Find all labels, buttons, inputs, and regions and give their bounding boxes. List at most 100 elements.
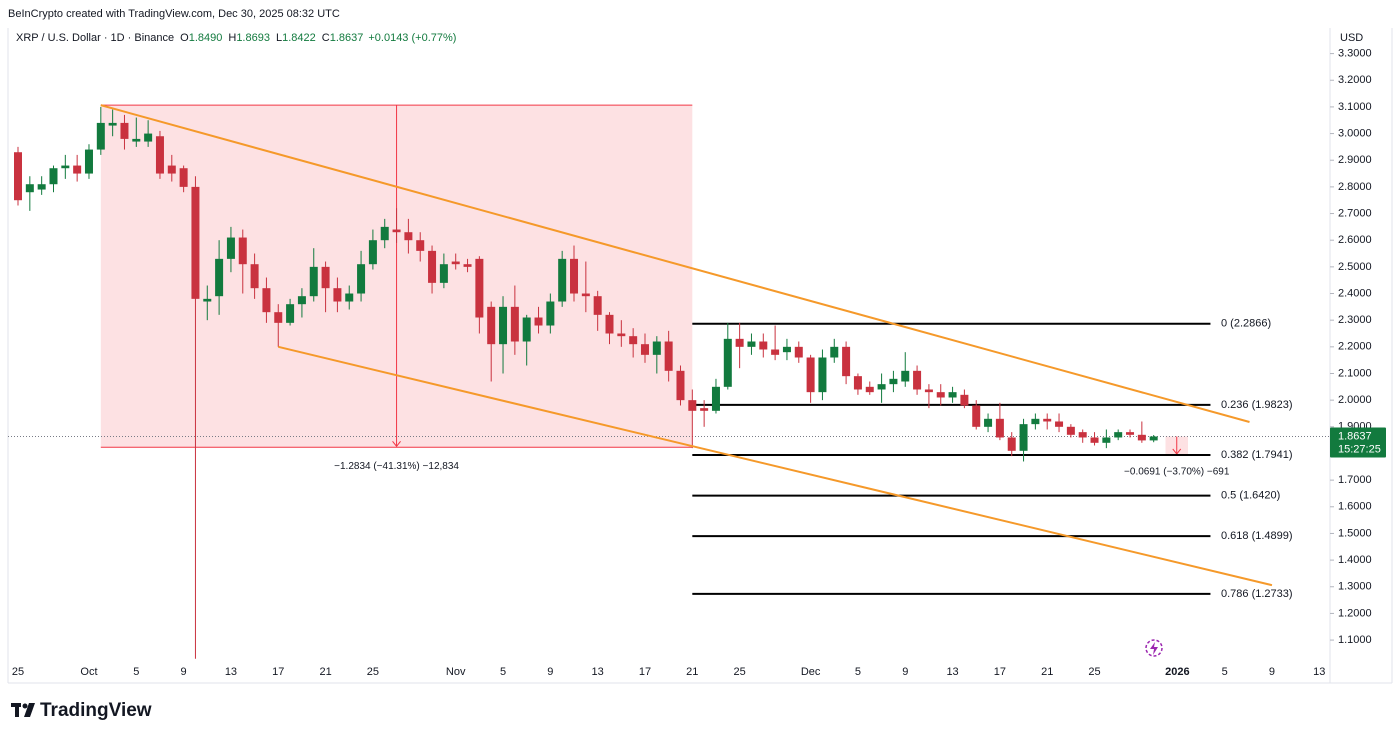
candle-body [617, 333, 626, 337]
fib-label: 0.786 (1.2733) [1221, 588, 1293, 600]
candle-body [593, 296, 602, 315]
icon [1145, 639, 1163, 657]
candle-body [747, 341, 756, 347]
candle-body [534, 317, 543, 326]
candle-body [972, 405, 981, 427]
y-tick-label: 2.2000 [1338, 341, 1372, 353]
x-tick-label: 13 [1313, 666, 1325, 678]
candle-body [865, 386, 874, 393]
y-tick-label: 2.9000 [1338, 154, 1372, 166]
x-tick-label: 21 [1041, 666, 1053, 678]
candle-body [570, 258, 579, 294]
candle-body [167, 165, 176, 174]
candle-body [144, 133, 153, 142]
candle-body [640, 344, 649, 355]
candle-body [605, 314, 614, 334]
x-tick-label: 9 [181, 666, 187, 678]
candle-body [901, 370, 910, 382]
channel-line [278, 345, 1273, 587]
x-tick-label: 17 [272, 666, 284, 678]
candle-body [487, 306, 496, 345]
candle-body [664, 341, 673, 371]
x-tick-label: Oct [80, 666, 97, 678]
candle-body [155, 136, 164, 174]
candle-body [96, 122, 105, 150]
x-tick-label: 17 [994, 666, 1006, 678]
fib-label: 0.618 (1.4899) [1221, 530, 1293, 542]
candle-body [522, 317, 531, 342]
candle-body [179, 168, 188, 187]
candle-body [357, 264, 366, 294]
price-countdown: 15:27:25 [1338, 443, 1381, 455]
candle-body [262, 288, 271, 313]
candle-body [1090, 437, 1099, 443]
candle-body [546, 301, 555, 326]
candle-body [700, 408, 709, 411]
y-tick-label: 3.2000 [1338, 74, 1372, 86]
candle-body [558, 258, 567, 302]
y-tick-label: 1.7000 [1338, 474, 1372, 486]
fib-label: 0.5 (1.6420) [1221, 489, 1280, 501]
candle-body [1137, 434, 1146, 441]
candle-body [428, 250, 437, 283]
range-label: −1.2834 (−41.31%) −12,834 [334, 461, 459, 472]
candle-body [333, 288, 342, 302]
candle-body [794, 346, 803, 358]
candle-body [936, 392, 945, 398]
candle-body [1055, 421, 1064, 427]
candle-body [416, 240, 425, 251]
logo-shape [22, 703, 28, 709]
candle-body [404, 232, 413, 241]
x-tick-label: 21 [319, 666, 331, 678]
symbol-line: XRP / U.S. Dollar · 1D · Binance O1.8490 H… [16, 32, 456, 44]
x-tick-label: 5 [500, 666, 506, 678]
candle-body [853, 376, 862, 390]
candle-body [1066, 426, 1075, 435]
price-tag [1330, 427, 1386, 458]
currency: USD [1340, 32, 1363, 44]
logo: TradingView [11, 700, 152, 721]
candle-body [226, 237, 235, 259]
x-tick-label: 9 [902, 666, 908, 678]
candle-body [14, 152, 22, 201]
candle-body [1102, 437, 1111, 443]
x-tick-label: 25 [12, 666, 24, 678]
legend-value: 1.8490 [189, 32, 223, 44]
fib-label: 0.236 (1.9823) [1221, 399, 1293, 411]
candle-body [771, 349, 780, 355]
candle-body [1126, 432, 1135, 435]
lightning-icon [1145, 639, 1163, 657]
y-tick-label: 2.6000 [1338, 234, 1372, 246]
x-tick-label: 9 [1269, 666, 1275, 678]
candle-body [108, 122, 117, 126]
y-tick-label: 2.7000 [1338, 207, 1372, 219]
candle-body [61, 165, 70, 169]
candle-body [309, 266, 318, 297]
y-tick-label: 2.8000 [1338, 181, 1372, 193]
logo-shape [24, 703, 35, 717]
candle-body [286, 304, 295, 323]
candle-body [1007, 437, 1016, 451]
candle-body [984, 418, 993, 427]
x-tick-label: Nov [446, 666, 466, 678]
candle-body [581, 293, 590, 297]
x-tick-label: 25 [734, 666, 746, 678]
candle-body [215, 258, 224, 297]
y-tick-label: 3.1000 [1338, 101, 1372, 113]
x-tick-label: 13 [946, 666, 958, 678]
candle-body [960, 394, 969, 406]
range-arrowhead [1172, 448, 1182, 455]
candle-body [830, 346, 839, 358]
x-tick-label: 5 [1222, 666, 1228, 678]
candle-body [652, 341, 661, 355]
legend-key: O [180, 32, 189, 44]
candle-body [1149, 436, 1158, 441]
x-tick-label: 17 [639, 666, 651, 678]
candle-body [49, 168, 58, 185]
candle-body [392, 229, 401, 233]
candle-body [25, 184, 34, 193]
candle-body [913, 370, 922, 390]
symbol-legend: XRP / U.S. Dollar · 1D · Binance O1.8490 H… [16, 32, 456, 44]
candle-body [499, 306, 508, 345]
